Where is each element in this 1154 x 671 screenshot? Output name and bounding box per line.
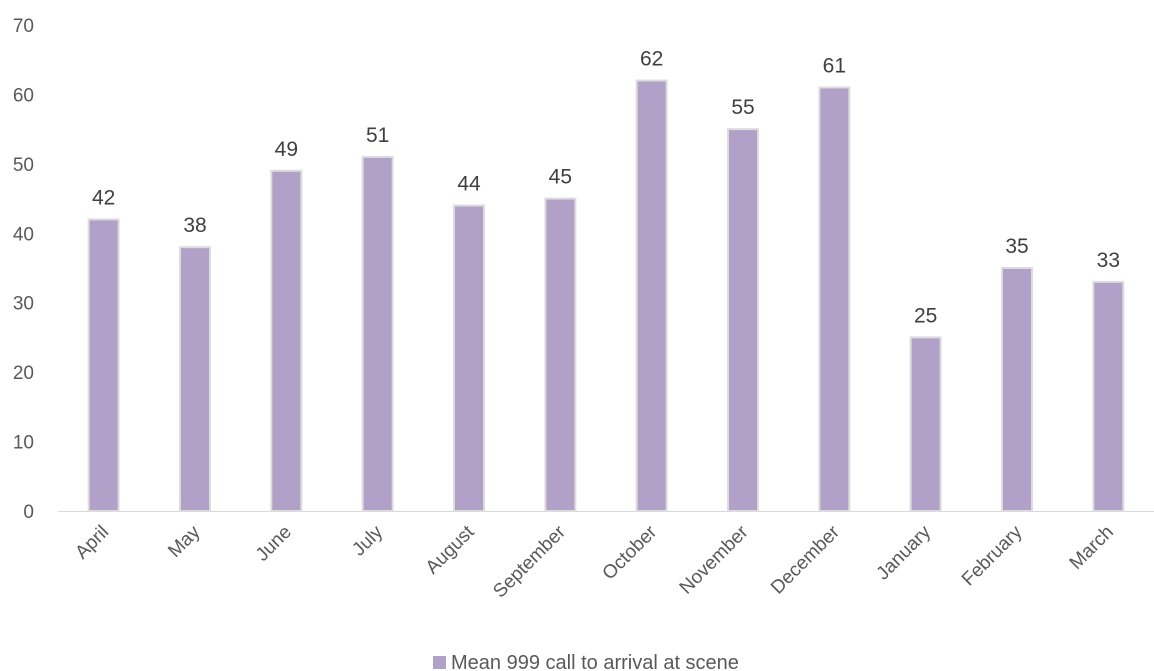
bar-july <box>361 155 394 513</box>
data-label-september: 45 <box>549 166 572 189</box>
x-tick-label-august: August <box>422 521 479 578</box>
data-label-april: 42 <box>92 186 115 209</box>
bar-november <box>727 128 759 512</box>
bar-march <box>1092 280 1125 512</box>
data-label-november: 55 <box>731 96 754 119</box>
bar-september <box>544 197 577 512</box>
bar-january <box>909 336 942 512</box>
data-label-march: 33 <box>1097 249 1120 272</box>
x-tick-label-march: March <box>1066 522 1118 574</box>
x-tick-label-july: July <box>348 521 387 560</box>
data-label-october: 62 <box>640 48 663 71</box>
x-tick-label-april: April <box>71 522 113 564</box>
bars <box>87 79 1125 513</box>
y-tick-label: 0 <box>23 502 34 523</box>
x-tick-label-september: September <box>489 521 570 602</box>
y-axis: 0 10 20 30 40 50 60 70 <box>13 16 34 523</box>
y-tick-label: 30 <box>13 294 34 315</box>
data-label-may: 38 <box>183 214 206 237</box>
legend-swatch <box>433 656 446 669</box>
data-label-december: 61 <box>823 54 846 77</box>
x-tick-label-october: October <box>599 521 662 584</box>
x-axis-labels: April May June July August September October No… <box>71 521 1117 602</box>
y-tick-label: 60 <box>13 85 34 106</box>
y-tick-label: 40 <box>13 224 34 245</box>
y-tick-label: 20 <box>13 363 34 384</box>
x-tick-label-may: May <box>164 521 205 562</box>
data-label-february: 35 <box>1005 235 1028 258</box>
y-tick-label: 50 <box>13 155 34 176</box>
x-tick-label-february: February <box>958 521 1027 590</box>
y-tick-label: 10 <box>13 433 34 454</box>
data-label-june: 49 <box>275 138 298 161</box>
x-tick-label-january: January <box>873 521 936 584</box>
legend-label: Mean 999 call to arrival at scene <box>451 652 739 671</box>
x-tick-label-june: June <box>252 522 296 566</box>
data-label-july: 51 <box>366 124 389 147</box>
bar-april <box>87 218 120 512</box>
bar-february <box>1001 267 1033 512</box>
y-tick-label: 70 <box>13 16 34 37</box>
data-label-august: 44 <box>457 173 481 196</box>
bar-june <box>270 169 303 513</box>
x-tick-label-december: December <box>767 521 844 598</box>
data-label-january: 25 <box>914 304 937 327</box>
bar-august <box>453 204 485 512</box>
data-labels: 42 38 49 51 44 45 62 55 61 25 35 33 <box>92 48 1120 328</box>
bar-may <box>179 246 211 513</box>
bar-october <box>635 79 668 513</box>
x-tick-label-november: November <box>676 521 753 598</box>
legend: Mean 999 call to arrival at scene <box>433 652 739 671</box>
bar-december <box>818 86 851 512</box>
